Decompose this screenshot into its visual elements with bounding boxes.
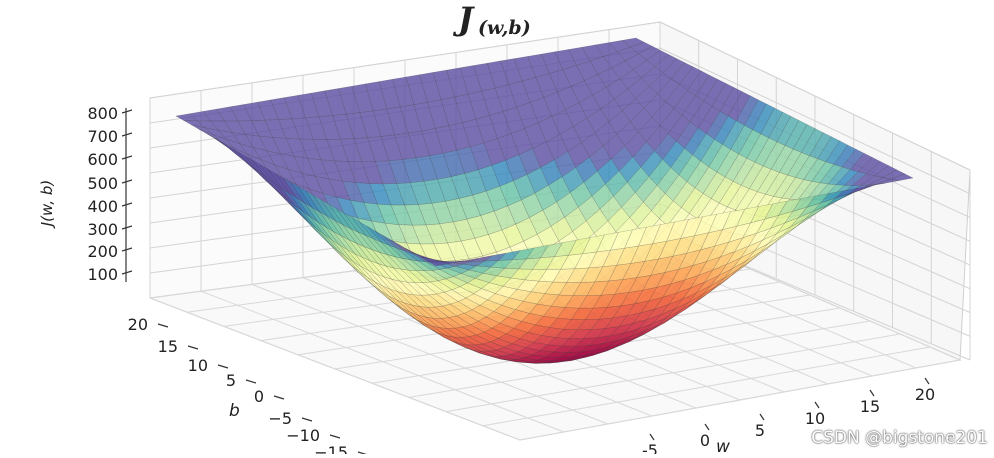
grid-line <box>659 47 971 195</box>
watermark: CSDN @bigstone201 <box>811 428 988 448</box>
x-axis-label: w <box>716 437 730 454</box>
x-tick-label: 10 <box>805 409 825 428</box>
z-tick-label: 800 <box>87 104 118 123</box>
x-tick-label: 15 <box>860 397 880 416</box>
z-tick-label: 400 <box>87 197 118 216</box>
grid-line <box>659 21 971 171</box>
y-tick-label: −10 <box>286 426 320 445</box>
cost-surface <box>175 37 914 364</box>
y-tick <box>329 434 341 439</box>
z-tick <box>121 202 133 207</box>
y-tick <box>273 395 285 400</box>
y-tick-label: 5 <box>226 371 236 390</box>
grid-line <box>251 283 609 425</box>
z-tick-label: 700 <box>87 127 118 146</box>
y-tick-label: 15 <box>158 337 178 356</box>
x-tick <box>814 401 820 409</box>
surface-patch <box>568 237 591 256</box>
y-tick-label: −5 <box>268 409 292 428</box>
x-tick <box>759 413 765 421</box>
y-tick <box>301 417 313 422</box>
y-tick-label: 10 <box>188 356 208 375</box>
surface-patch <box>582 234 605 255</box>
z-tick-label: 600 <box>87 150 118 169</box>
surface-patch <box>511 247 535 260</box>
title-main: J <box>452 0 475 38</box>
y-tick <box>187 345 199 350</box>
y-tick <box>157 323 169 328</box>
y-tick-label: 0 <box>254 387 264 406</box>
y-axis-label: b <box>229 401 240 421</box>
y-tick <box>217 364 229 369</box>
surface-patch <box>876 178 900 185</box>
x-tick-label: 0 <box>700 431 710 450</box>
x-tick-label: 5 <box>755 421 765 440</box>
x-tick <box>869 389 875 397</box>
title-subscript: (w,b) <box>478 17 531 39</box>
axis-ticks: 80070060050040030020010020151050−5−10−15… <box>87 104 935 458</box>
surface-patch <box>427 261 451 267</box>
x-tick-label: 20 <box>915 385 935 404</box>
z-axis-label: J(w, b) <box>38 180 56 230</box>
chart-title: J (w,b) <box>452 0 531 39</box>
z-tick-label: 100 <box>87 265 118 284</box>
grid-line <box>149 21 661 99</box>
y-tick <box>245 379 257 384</box>
x-tick-label: -5 <box>642 441 658 454</box>
grid-line <box>200 290 565 433</box>
surface-patch <box>554 239 577 257</box>
z-tick <box>121 270 133 275</box>
z-tick-label: 200 <box>87 242 118 261</box>
surface-patch <box>525 244 549 260</box>
surface-patch <box>456 257 479 262</box>
z-tick <box>121 132 133 137</box>
z-tick <box>121 155 133 160</box>
x-tick <box>649 433 655 441</box>
y-tick-label: 20 <box>128 315 148 334</box>
surface-patch <box>736 206 760 227</box>
z-tick <box>121 247 133 252</box>
z-tick <box>121 109 133 114</box>
x-tick <box>924 377 930 385</box>
x-tick <box>704 423 710 431</box>
surface-patch <box>540 242 563 259</box>
z-tick-label: 500 <box>87 174 118 193</box>
z-tick <box>121 179 133 184</box>
surface-patch <box>834 188 858 199</box>
y-tick-label: −15 <box>314 443 348 454</box>
z-tick-label: 300 <box>87 220 118 239</box>
z-tick <box>121 225 133 230</box>
grid-line <box>149 297 521 441</box>
